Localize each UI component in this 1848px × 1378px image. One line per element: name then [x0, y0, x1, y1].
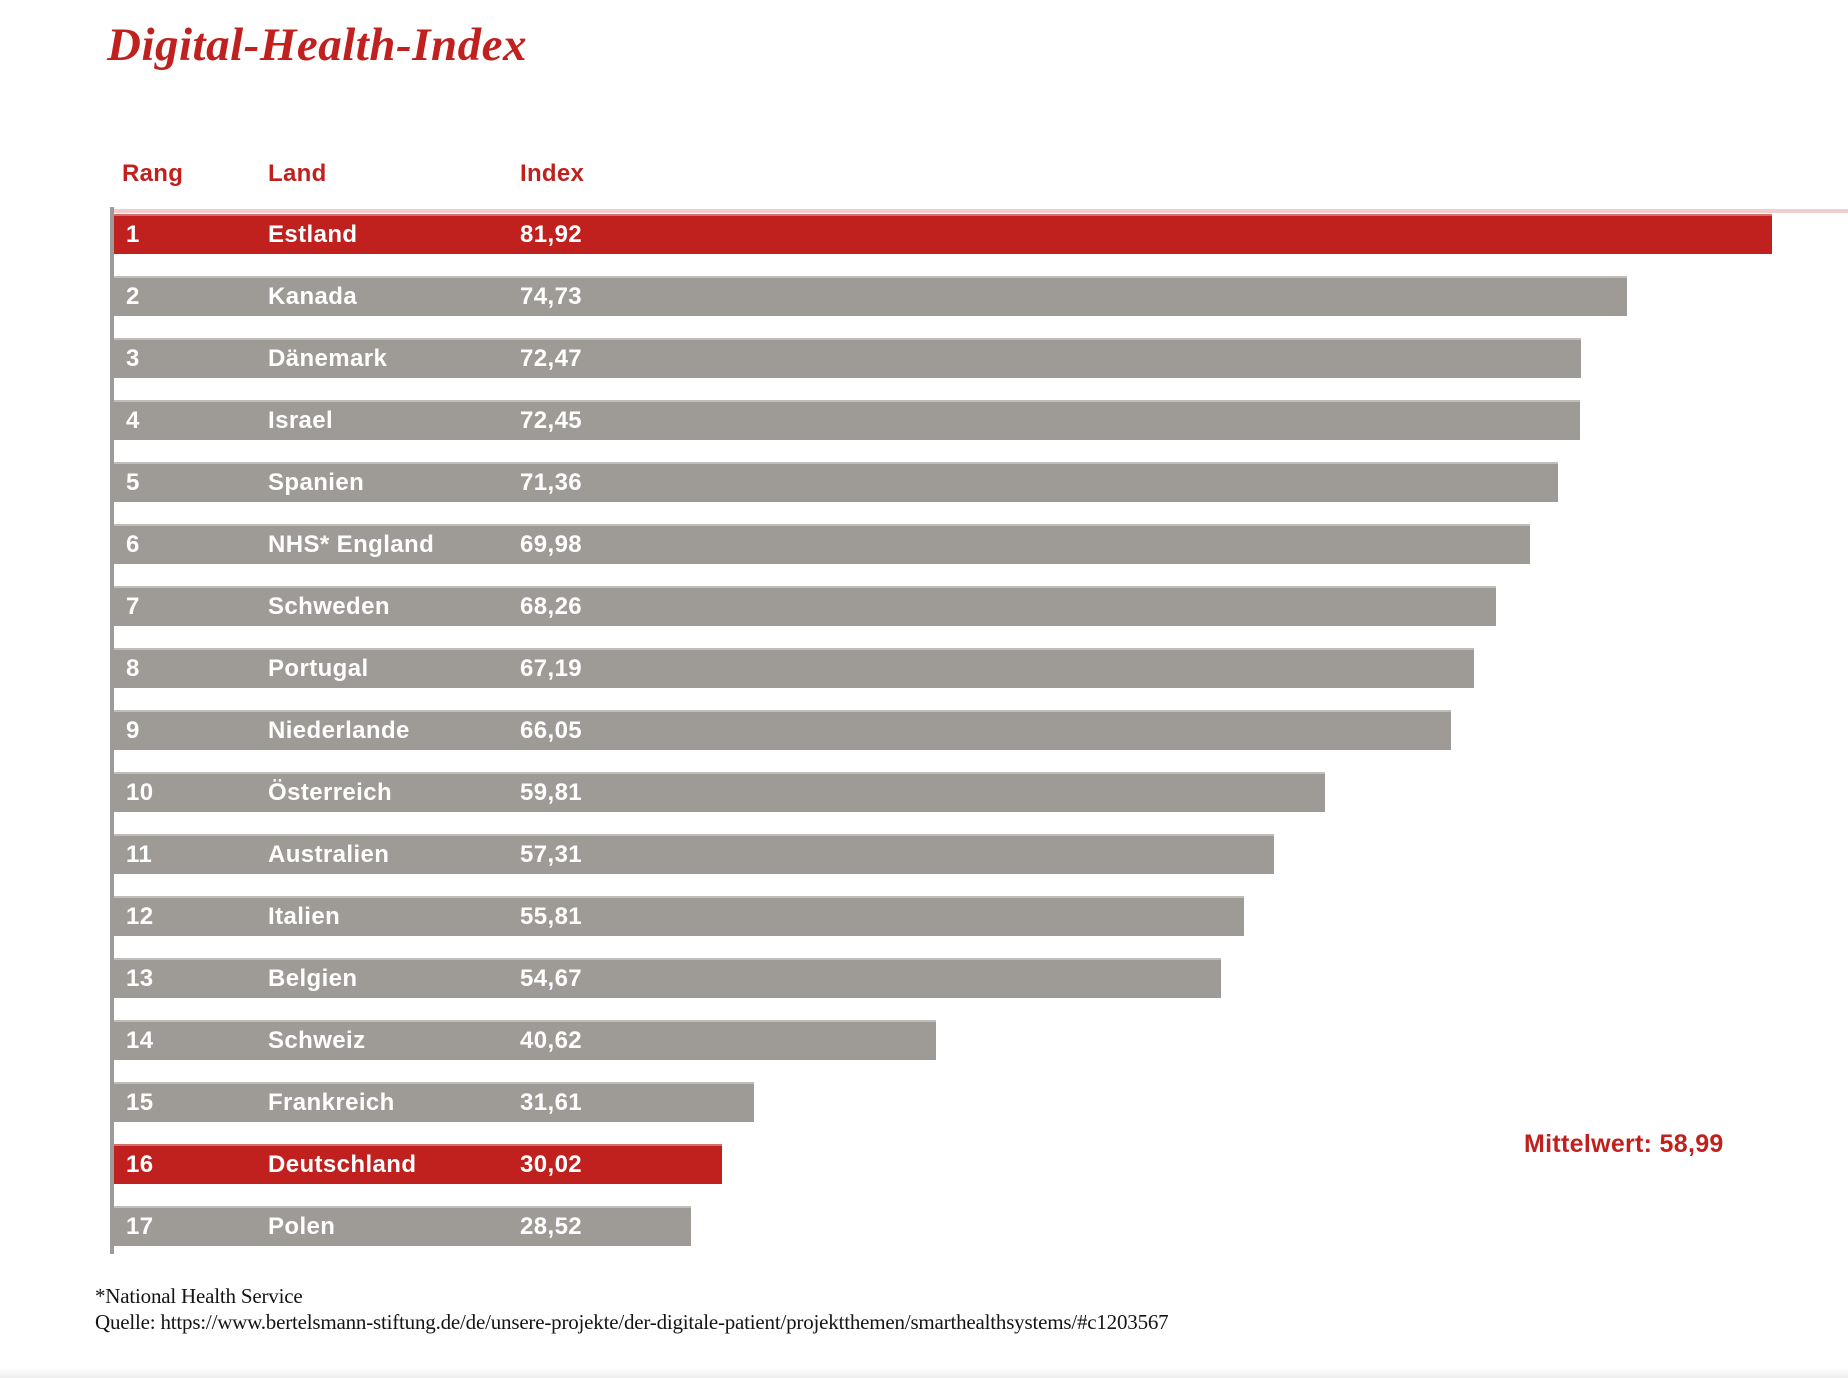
bar-country-label: Spanien	[268, 469, 365, 496]
bar	[114, 648, 1474, 688]
bar-rank-label: 17	[126, 1213, 154, 1240]
bottom-edge-shadow	[0, 1368, 1848, 1378]
bar	[114, 276, 1627, 316]
bar-value-label: 59,81	[520, 779, 583, 806]
bar-value-label: 57,31	[520, 841, 583, 868]
bar-country-label: Schweden	[268, 593, 390, 620]
bar-country-label: Deutschland	[268, 1151, 417, 1178]
bar-row: 12 Italien 55,81	[114, 896, 1848, 936]
bar-row: 4 Israel 72,45	[114, 400, 1848, 440]
bar-row: 3 Dänemark 72,47	[114, 338, 1848, 378]
bar-value-label: 69,98	[520, 531, 583, 558]
bar-value-label: 40,62	[520, 1027, 583, 1054]
bar-value-label: 68,26	[520, 593, 583, 620]
bar-country-label: Portugal	[268, 655, 369, 682]
bar-row: 10 Österreich 59,81	[114, 772, 1848, 812]
bar	[114, 896, 1244, 936]
bar-row: 13 Belgien 54,67	[114, 958, 1848, 998]
bar	[114, 338, 1581, 378]
bar-country-label: Estland	[268, 221, 358, 248]
footnotes: *National Health Service Quelle: https:/…	[95, 1283, 1169, 1335]
bar-rank-label: 15	[126, 1089, 154, 1116]
bar	[114, 1144, 722, 1184]
bar-country-label: Belgien	[268, 965, 358, 992]
column-header-rang: Rang	[122, 160, 184, 187]
bar	[114, 462, 1558, 502]
bar-value-label: 66,05	[520, 717, 583, 744]
bar-rank-label: 14	[126, 1027, 154, 1054]
bar-value-label: 74,73	[520, 283, 583, 310]
bar-country-label: Polen	[268, 1213, 336, 1240]
column-header-land: Land	[268, 160, 327, 187]
bar-row: 9 Niederlande 66,05	[114, 710, 1848, 750]
bar-country-label: Kanada	[268, 283, 358, 310]
bar	[114, 214, 1772, 254]
bar-row: 8 Portugal 67,19	[114, 648, 1848, 688]
bar-value-label: 71,36	[520, 469, 583, 496]
bar-rank-label: 8	[126, 655, 140, 682]
bar	[114, 834, 1274, 874]
bar-country-label: Dänemark	[268, 345, 388, 372]
top-row-edge-line	[114, 209, 1848, 213]
bar-rank-label: 11	[126, 841, 153, 868]
bar-value-label: 72,45	[520, 407, 583, 434]
bar	[114, 958, 1221, 998]
bar-country-label: Australien	[268, 841, 390, 868]
bar-value-label: 31,61	[520, 1089, 583, 1116]
bar-value-label: 81,92	[520, 221, 583, 248]
bar-row: 16 Deutschland 30,02	[114, 1144, 1848, 1184]
bar-rank-label: 2	[126, 283, 140, 310]
bar	[114, 586, 1496, 626]
column-header-index: Index	[520, 160, 585, 187]
bar-rank-label: 7	[126, 593, 140, 620]
axis-rail	[110, 207, 114, 1254]
bar-row: 2 Kanada 74,73	[114, 276, 1848, 316]
bar-row: 11 Australien 57,31	[114, 834, 1848, 874]
bar-rank-label: 3	[126, 345, 140, 372]
bar-row: 7 Schweden 68,26	[114, 586, 1848, 626]
bar	[114, 1020, 936, 1060]
bar	[114, 772, 1325, 812]
bar-rank-label: 12	[126, 903, 154, 930]
bar-rows: 1 Estland 81,92 2 Kanada 74,73 3 Dänemar…	[114, 214, 1848, 1260]
bar	[114, 524, 1530, 564]
bar-rank-label: 4	[126, 407, 140, 434]
bar-country-label: Schweiz	[268, 1027, 366, 1054]
bar-row: 6 NHS* England 69,98	[114, 524, 1848, 564]
footnote-nhs: *National Health Service	[95, 1284, 303, 1308]
bar-rank-label: 16	[126, 1151, 154, 1178]
bar-rank-label: 5	[126, 469, 140, 496]
bar-value-label: 72,47	[520, 345, 583, 372]
bar-rank-label: 10	[126, 779, 154, 806]
bar-row: 15 Frankreich 31,61	[114, 1082, 1848, 1122]
bar-country-label: Niederlande	[268, 717, 410, 744]
bar-value-label: 28,52	[520, 1213, 583, 1240]
bar-rank-label: 1	[126, 221, 140, 248]
bar-row: 5 Spanien 71,36	[114, 462, 1848, 502]
bar	[114, 1206, 691, 1246]
bar	[114, 710, 1451, 750]
bar-value-label: 30,02	[520, 1151, 583, 1178]
bar-country-label: Italien	[268, 903, 341, 930]
bar-country-label: Frankreich	[268, 1089, 395, 1116]
mean-value-label: Mittelwert: 58,99	[1524, 1130, 1724, 1158]
bar-row: 1 Estland 81,92	[114, 214, 1848, 254]
bar-row: 17 Polen 28,52	[114, 1206, 1848, 1246]
page-title: Digital-Health-Index	[107, 19, 527, 71]
bar-value-label: 54,67	[520, 965, 583, 992]
bar-rank-label: 6	[126, 531, 140, 558]
bar-row: 14 Schweiz 40,62	[114, 1020, 1848, 1060]
bar	[114, 400, 1580, 440]
bar-rank-label: 9	[126, 717, 140, 744]
bar-rank-label: 13	[126, 965, 154, 992]
bar-country-label: Israel	[268, 407, 334, 434]
bar-value-label: 67,19	[520, 655, 583, 682]
footnote-source-url: Quelle: https://www.bertelsmann-stiftung…	[95, 1310, 1169, 1334]
bar-country-label: Österreich	[268, 779, 393, 806]
bar-country-label: NHS* England	[268, 531, 435, 558]
bar-value-label: 55,81	[520, 903, 583, 930]
bar	[114, 1082, 754, 1122]
